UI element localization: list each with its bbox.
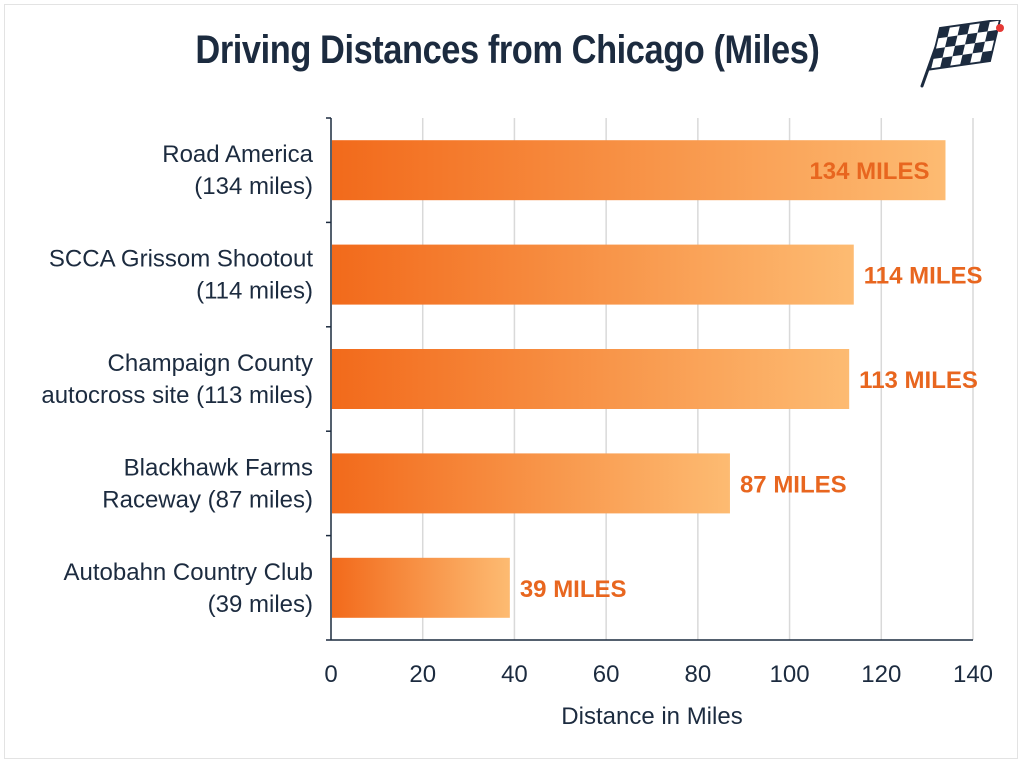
x-tick-label: 20 <box>409 661 436 688</box>
data-label: 134 MILES <box>809 158 929 185</box>
category-label: Autobahn Country Club <box>64 559 314 586</box>
checkered-flag-icon <box>920 20 1004 88</box>
data-label: 114 MILES <box>864 263 983 290</box>
bar <box>332 557 510 618</box>
data-label: 39 MILES <box>520 576 627 603</box>
category-label: Road America <box>162 141 313 168</box>
x-tick-label: 40 <box>501 661 528 688</box>
category-label: autocross site (113 miles) <box>41 382 313 409</box>
x-tick-label: 140 <box>953 661 993 688</box>
data-label: 87 MILES <box>740 471 847 498</box>
category-label: (134 miles) <box>194 173 313 200</box>
x-tick-label: 100 <box>770 661 810 688</box>
bar <box>332 244 854 305</box>
chart-title: Driving Distances from Chicago (Miles) <box>195 28 820 72</box>
category-label: (39 miles) <box>208 591 313 618</box>
bar <box>332 453 730 514</box>
x-tick-label: 60 <box>593 661 620 688</box>
data-label: 113 MILES <box>859 367 978 394</box>
bar <box>332 140 946 201</box>
category-label: Raceway (87 miles) <box>102 486 313 513</box>
x-axis-title: Distance in Miles <box>561 703 742 730</box>
x-tick-label: 80 <box>685 661 712 688</box>
x-tick-label: 0 <box>324 661 337 688</box>
category-label: SCCA Grissom Shootout <box>49 246 313 273</box>
category-label: Champaign County <box>108 350 313 377</box>
category-label: (114 miles) <box>196 278 313 305</box>
x-tick-label: 120 <box>861 661 901 688</box>
category-label: Blackhawk Farms <box>124 454 313 481</box>
bar <box>332 349 850 409</box>
